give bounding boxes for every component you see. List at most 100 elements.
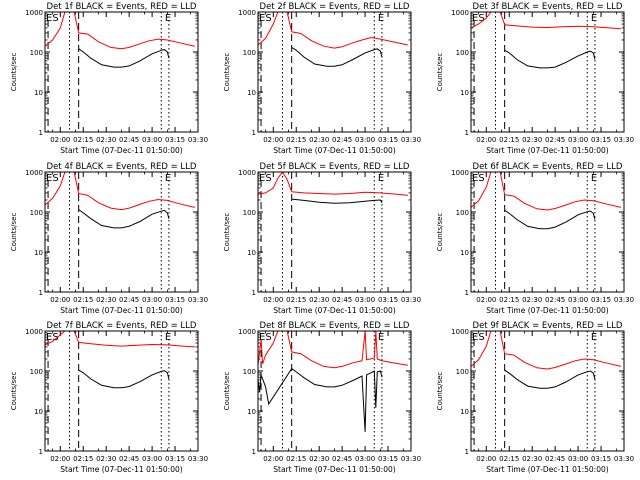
- x-tick-label: 03:15: [165, 296, 185, 304]
- y-tick-label: 1: [465, 289, 469, 297]
- y-tick-label: 10: [460, 89, 469, 97]
- y-axis-label: Counts/sec: [436, 372, 444, 411]
- chart-panel: Det 2f BLACK = Events, RED = LLD Start Ti…: [223, 2, 421, 155]
- x-tick-label: 02:30: [522, 296, 542, 304]
- lld-series-line: [45, 172, 196, 211]
- lld-series-line: [258, 331, 408, 369]
- y-tick-label: 1000: [238, 169, 256, 177]
- chart-panel: Det 3f BLACK = Events, RED = LLD Start Ti…: [436, 2, 634, 155]
- plot-frame: [470, 11, 625, 133]
- es-marker-label: ES: [259, 13, 272, 24]
- x-tick-label: 03:15: [378, 455, 398, 463]
- chart-title: Det 1f BLACK = Events, RED = LLD: [47, 2, 197, 12]
- e-marker-label: E: [378, 332, 384, 343]
- chart-title: Det 3f BLACK = Events, RED = LLD: [473, 2, 623, 12]
- x-tick-label: 03:00: [568, 136, 588, 144]
- x-tick-label: 02:45: [545, 296, 565, 304]
- x-tick-label: 02:45: [119, 455, 139, 463]
- x-tick-label: 02:00: [476, 136, 496, 144]
- y-tick-label: 100: [243, 49, 256, 57]
- x-tick-label: 03:30: [614, 296, 634, 304]
- plot-frame: [44, 330, 199, 452]
- events-series-line: [504, 369, 596, 389]
- plot-frame: [257, 171, 412, 293]
- x-tick-label: 02:30: [96, 455, 116, 463]
- x-axis-label: Start Time (07-Dec-11 01:50:00): [60, 146, 182, 155]
- y-tick-label: 1000: [238, 328, 256, 336]
- x-tick-label: 02:00: [263, 296, 283, 304]
- x-tick-label: 02:00: [50, 296, 70, 304]
- x-tick-label: 02:30: [309, 296, 329, 304]
- x-axis-label: Start Time (07-Dec-11 01:50:00): [486, 146, 608, 155]
- y-axis-label: Counts/sec: [436, 213, 444, 252]
- lld-series-line: [471, 12, 621, 30]
- x-tick-label: 02:00: [476, 455, 496, 463]
- y-tick-label: 1: [252, 129, 256, 137]
- x-tick-label: 02:15: [73, 455, 93, 463]
- chart-title: Det 8f BLACK = Events, RED = LLD: [260, 321, 410, 331]
- chart-panel: Det 7f BLACK = Events, RED = LLD Start Ti…: [10, 321, 208, 474]
- chart-title: Det 2f BLACK = Events, RED = LLD: [260, 2, 410, 12]
- es-marker-label: ES: [472, 13, 485, 24]
- y-tick-label: 10: [247, 408, 256, 416]
- y-tick-label: 1000: [451, 9, 469, 17]
- x-tick-label: 03:30: [188, 455, 208, 463]
- y-tick-label: 100: [456, 368, 469, 376]
- x-tick-label: 02:15: [286, 296, 306, 304]
- chart-panel: Det 5f BLACK = Events, RED = LLD Start Ti…: [223, 162, 421, 315]
- y-axis-label: Counts/sec: [10, 213, 18, 252]
- x-tick-label: 02:00: [263, 136, 283, 144]
- x-tick-label: 02:15: [499, 136, 519, 144]
- y-tick-label: 100: [243, 209, 256, 217]
- x-tick-label: 03:00: [355, 455, 375, 463]
- chart-panel: Det 1f BLACK = Events, RED = LLD Start Ti…: [10, 2, 208, 155]
- x-axis-label: Start Time (07-Dec-11 01:50:00): [273, 146, 395, 155]
- x-axis-label: Start Time (07-Dec-11 01:50:00): [60, 465, 182, 474]
- lld-series-line: [45, 12, 196, 50]
- es-marker-label: ES: [472, 332, 485, 343]
- x-tick-label: 03:30: [614, 136, 634, 144]
- chart-panel: Det 8f BLACK = Events, RED = LLD Start Ti…: [223, 321, 421, 474]
- chart-panel: Det 6f BLACK = Events, RED = LLD Start Ti…: [436, 162, 634, 315]
- y-tick-label: 100: [456, 209, 469, 217]
- e-marker-label: E: [165, 173, 171, 184]
- x-tick-label: 02:45: [119, 296, 139, 304]
- x-tick-label: 03:30: [188, 136, 208, 144]
- plot-frame: [470, 330, 625, 452]
- y-tick-label: 100: [456, 49, 469, 57]
- y-axis-label: Counts/sec: [10, 53, 18, 92]
- e-marker-label: E: [165, 332, 171, 343]
- x-tick-label: 03:30: [188, 296, 208, 304]
- y-tick-label: 10: [460, 408, 469, 416]
- y-tick-label: 100: [30, 209, 43, 217]
- lld-series-line: [258, 172, 408, 196]
- y-tick-label: 1000: [451, 169, 469, 177]
- events-series-line: [504, 209, 596, 230]
- y-tick-label: 10: [34, 249, 43, 257]
- x-tick-label: 03:00: [355, 136, 375, 144]
- plot-frame: [257, 11, 412, 133]
- x-tick-label: 02:00: [263, 455, 283, 463]
- x-axis-label: Start Time (07-Dec-11 01:50:00): [486, 306, 608, 315]
- plot-frame: [44, 171, 199, 293]
- lld-series-line: [45, 331, 195, 348]
- es-marker-label: ES: [46, 173, 59, 184]
- y-tick-label: 1000: [25, 169, 43, 177]
- y-tick-label: 1000: [238, 9, 256, 17]
- x-tick-label: 02:45: [332, 296, 352, 304]
- es-marker-label: ES: [259, 332, 272, 343]
- es-marker-label: ES: [46, 332, 59, 343]
- y-tick-label: 10: [247, 249, 256, 257]
- y-axis-label: Counts/sec: [223, 53, 231, 92]
- y-axis-label: Counts/sec: [436, 53, 444, 92]
- y-tick-label: 1: [39, 129, 43, 137]
- x-tick-label: 03:00: [568, 296, 588, 304]
- x-tick-label: 03:30: [614, 455, 634, 463]
- x-tick-label: 03:30: [401, 136, 421, 144]
- es-marker-label: ES: [472, 173, 485, 184]
- x-tick-label: 02:15: [499, 455, 519, 463]
- y-tick-label: 1: [252, 289, 256, 297]
- x-tick-label: 02:15: [73, 296, 93, 304]
- x-tick-label: 02:00: [50, 455, 70, 463]
